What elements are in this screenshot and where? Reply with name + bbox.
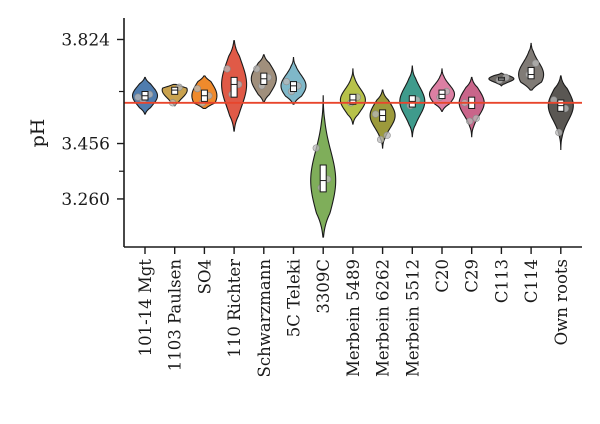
data-point <box>377 135 385 144</box>
data-point <box>282 78 291 86</box>
data-point <box>372 110 380 118</box>
violin-box <box>290 81 297 93</box>
violin-c114 <box>518 42 545 91</box>
violin-body <box>280 57 307 105</box>
y-tick-label: 3.456 <box>61 135 110 155</box>
violin-box <box>230 76 238 98</box>
x-tick-label-own-roots: Own roots <box>552 259 571 345</box>
x-tick-label-merbein-6262: Merbein 6262 <box>374 259 393 377</box>
x-tick-label-merbein-5512: Merbein 5512 <box>403 259 422 377</box>
x-tick-label-c114: C114 <box>522 259 541 303</box>
x-tick-label-c113: C113 <box>492 259 511 303</box>
y-tick-label: 3.824 <box>61 30 110 50</box>
violin-box <box>319 164 327 193</box>
violin-merbein-5512 <box>399 65 426 138</box>
violin-box <box>349 93 357 105</box>
x-tick-label-1103-paulsen: 1103 Paulsen <box>166 259 185 372</box>
x-tick-label-3309c: 3309C <box>314 259 333 314</box>
x-ticks: 101-14 Mgt 1103 Paulsen SO4 110 Richter Schw… <box>136 247 571 377</box>
data-point <box>472 114 480 122</box>
data-point <box>134 93 142 101</box>
data-point <box>383 131 391 139</box>
x-tick-label-5c-teleki: 5C Teleki <box>285 259 304 337</box>
violin-merbein-6262 <box>369 89 396 149</box>
violin-own-roots <box>547 75 574 151</box>
data-point <box>193 85 201 93</box>
violin-box <box>171 86 179 95</box>
y-axis-label: pH <box>27 119 49 148</box>
violin-layer <box>131 40 574 238</box>
data-point <box>312 144 320 152</box>
x-tick-label-101-14-mgt: 101-14 Mgt <box>136 259 155 357</box>
x-tick-label-c20: C20 <box>433 259 452 293</box>
y-tick-label: 3.260 <box>61 190 110 210</box>
violin-c20 <box>428 68 456 112</box>
violin-merbein-5489 <box>339 68 366 125</box>
x-tick-label-schwarzmann: Schwarzmann <box>255 259 274 378</box>
violin-body <box>547 75 574 151</box>
violin-box <box>527 66 535 80</box>
data-point <box>253 65 261 73</box>
data-point <box>531 59 540 67</box>
violin-body <box>518 42 545 91</box>
violin-c113 <box>488 72 515 87</box>
axes <box>123 18 582 248</box>
data-point <box>466 117 474 125</box>
violin-3309c <box>310 95 337 238</box>
data-point <box>223 65 231 73</box>
violin-101-14-mgt <box>131 76 159 115</box>
data-point <box>555 128 563 137</box>
violin-schwarzmann <box>250 54 277 104</box>
x-tick-label-c29: C29 <box>463 259 482 293</box>
x-tick-label-110-richter: 110 Richter <box>225 259 244 358</box>
x-tick-label-merbein-5489: Merbein 5489 <box>344 259 363 377</box>
x-tick-label-so4: SO4 <box>195 259 214 294</box>
y-ticks: 3.824 3.456 3.260 <box>61 30 124 210</box>
violin-c29 <box>458 76 485 138</box>
violin-5c-teleki <box>280 57 307 105</box>
violin-so4 <box>191 75 218 110</box>
violin-110-richter <box>221 40 248 132</box>
